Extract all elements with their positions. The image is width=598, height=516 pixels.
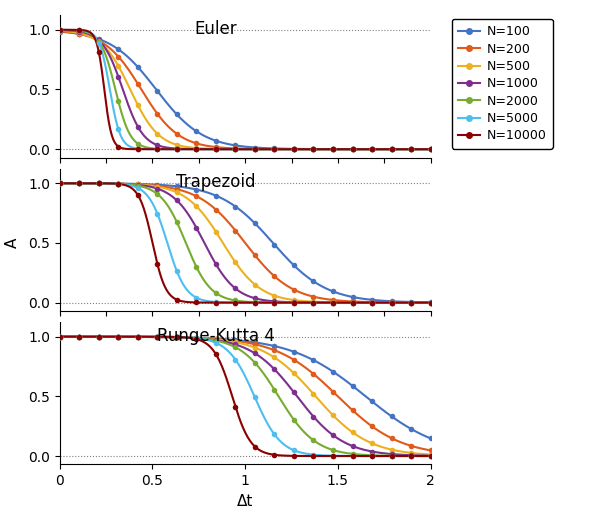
Legend: N=100, N=200, N=500, N=1000, N=2000, N=5000, N=10000: N=100, N=200, N=500, N=1000, N=2000, N=5… (451, 19, 553, 149)
Text: Runge-Kutta 4: Runge-Kutta 4 (157, 327, 274, 345)
X-axis label: Δt: Δt (237, 494, 254, 509)
Text: Trapezoid: Trapezoid (176, 173, 255, 191)
Text: A: A (4, 237, 20, 248)
Text: Euler: Euler (194, 20, 237, 38)
